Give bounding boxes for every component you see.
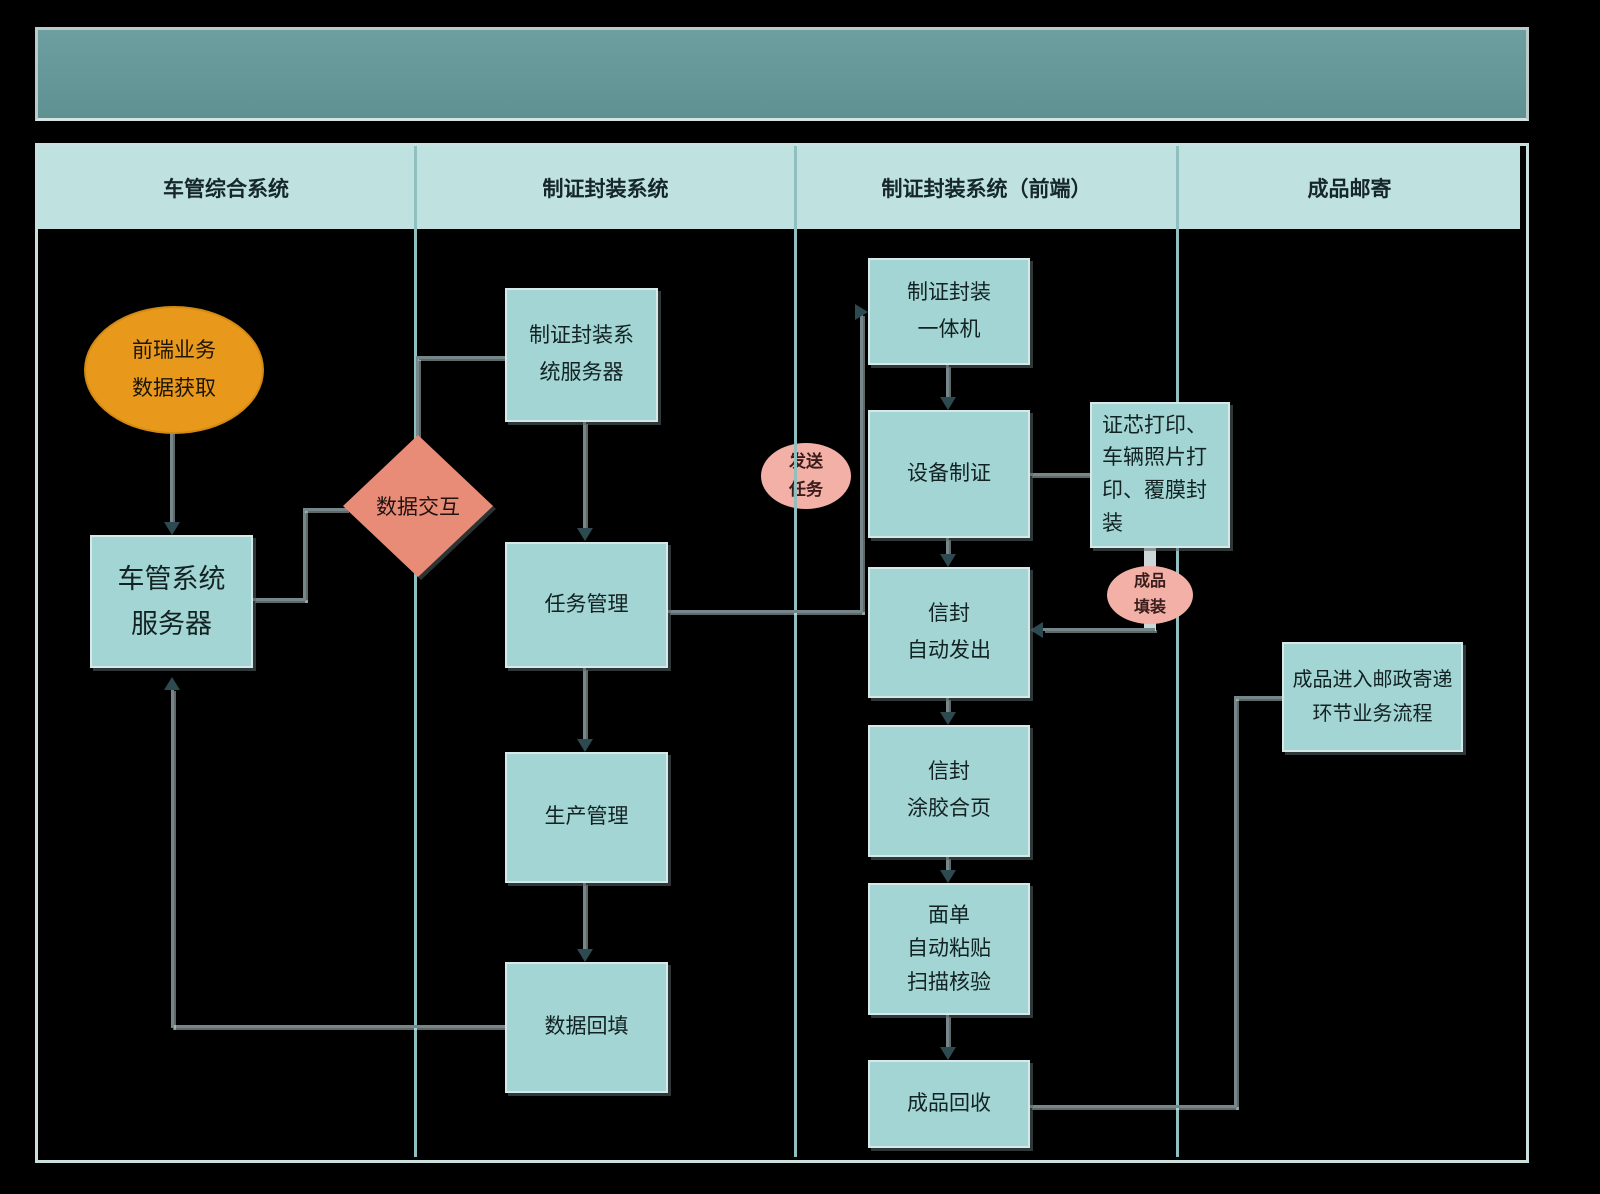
box-prod-mgmt[interactable]: 生产管理 — [505, 752, 668, 883]
arrowhead-into-envelopeout-right — [1030, 622, 1043, 638]
connector-taskmgmt-to-allinone-v — [860, 314, 863, 613]
connector-glue-to-waybill — [946, 857, 949, 872]
connector-productfill-to-envelopeout-h — [1043, 628, 1155, 631]
connector-packserver-to-taskmgmt — [583, 422, 586, 529]
lane-header-vehicle-mgmt: 车管综合系统 — [38, 146, 414, 229]
arrowhead-into-taskmgmt-top — [577, 528, 593, 541]
lane-divider-3 — [1176, 146, 1179, 1157]
arrowhead-into-vms-server-top — [164, 522, 180, 535]
arrowhead-into-glue-top — [940, 712, 956, 725]
box-allinone-machine[interactable]: 制证封装 一体机 — [868, 258, 1030, 365]
box-envelope-out[interactable]: 信封 自动发出 — [868, 567, 1030, 698]
box-envelope-glue[interactable]: 信封 涂胶合页 — [868, 725, 1030, 857]
connector-recycle-to-mail-h1 — [1030, 1105, 1237, 1108]
box-waybill-paste-scan[interactable]: 面单 自动粘贴 扫描核验 — [868, 883, 1030, 1015]
connector-server-to-diamond-h1 — [253, 598, 306, 601]
box-device-cert[interactable]: 设备制证 — [868, 410, 1030, 538]
swimlane-frame — [35, 143, 1529, 1163]
box-cert-pack-server[interactable]: 制证封装系 统服务器 — [505, 288, 658, 422]
box-mail-process[interactable]: 成品进入邮政寄递 环节业务流程 — [1282, 642, 1463, 752]
connector-diamond-to-packserver-v — [416, 358, 419, 438]
lane-header-mailing: 成品邮寄 — [1179, 146, 1520, 229]
box-task-mgmt[interactable]: 任务管理 — [505, 542, 668, 668]
arrowhead-into-prodmgmt-top — [577, 739, 593, 752]
connector-recycle-to-mail-h2 — [1234, 696, 1282, 699]
connector-recycle-to-mail-v — [1234, 696, 1237, 1108]
connector-taskmgmt-to-prodmgmt — [583, 668, 586, 740]
arrowhead-into-devicecert-top — [940, 397, 956, 410]
connector-allinone-to-devicecert — [946, 365, 949, 400]
title-banner — [35, 27, 1529, 121]
connector-devicecert-to-cardprint — [1030, 473, 1090, 476]
connector-waybill-to-recycle — [946, 1015, 949, 1049]
lane-header-cert-pack: 制证封装系统 — [417, 146, 794, 229]
lane-divider-1 — [414, 146, 417, 1157]
decision-diamond-data-exchange[interactable]: 数据交互 — [343, 435, 493, 577]
lane-header-cert-pack-front: 制证封装系统（前端） — [797, 146, 1176, 229]
arrowhead-into-waybill-top — [940, 870, 956, 883]
bubble-product-fill[interactable]: 成品 填装 — [1107, 566, 1193, 624]
box-product-recycle[interactable]: 成品回收 — [868, 1060, 1030, 1148]
start-ellipse-front-data[interactable]: 前瑞业务 数据获取 — [84, 306, 264, 434]
connector-devicecert-to-envelopeout — [946, 538, 949, 556]
box-card-print[interactable]: 证芯打印、 车辆照片打 印、覆膜封 装 — [1090, 402, 1230, 548]
connector-diamond-to-packserver-h — [416, 356, 505, 359]
arrowhead-into-vms-server-bottom — [164, 677, 180, 690]
connector-backfill-to-server-h — [172, 1025, 505, 1028]
arrowhead-into-recycle-top — [940, 1047, 956, 1060]
bubble-send-task[interactable]: 发送 任务 — [761, 443, 851, 509]
connector-envelopeout-to-glue — [946, 698, 949, 714]
arrowhead-into-envelopeout-top — [940, 554, 956, 567]
box-data-backfill[interactable]: 数据回填 — [505, 962, 668, 1093]
connector-start-to-server — [170, 430, 173, 524]
box-vms-server[interactable]: 车管系统 服务器 — [90, 535, 253, 668]
connector-server-to-diamond-v — [303, 508, 306, 601]
connector-taskmgmt-to-allinone-h — [668, 610, 863, 613]
connector-prodmgmt-to-backfill — [583, 883, 586, 951]
arrowhead-into-allinone-left — [855, 304, 868, 320]
connector-server-to-diamond-h2 — [303, 508, 347, 511]
connector-backfill-to-server-v — [171, 689, 174, 1028]
lane-divider-2 — [794, 146, 797, 1157]
arrowhead-into-backfill-top — [577, 949, 593, 962]
